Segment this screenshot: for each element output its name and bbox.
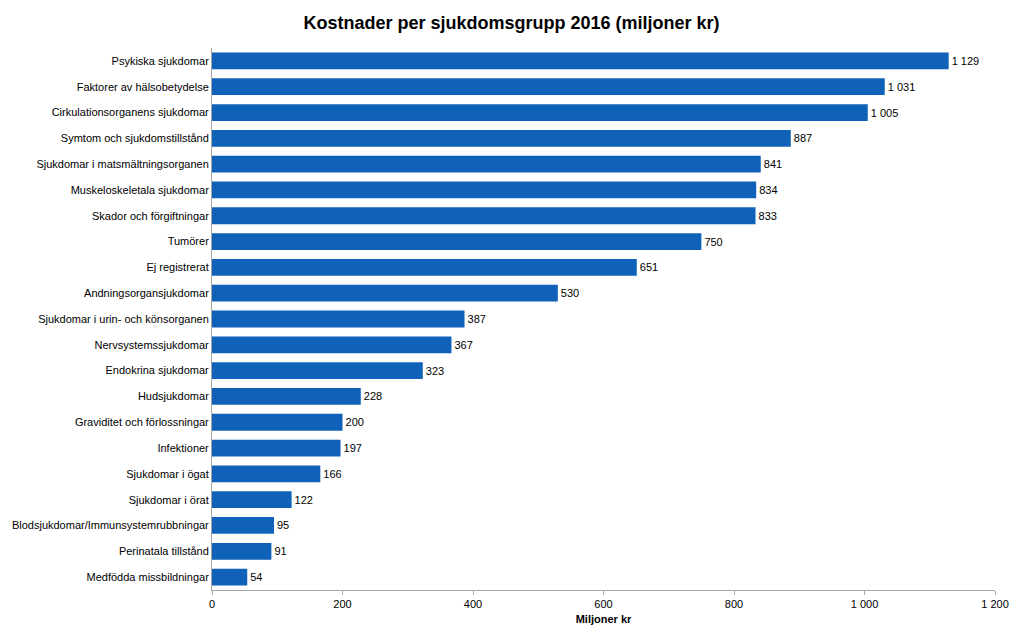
svg-text:600: 600 <box>594 598 612 610</box>
svg-text:1 005: 1 005 <box>871 107 899 119</box>
svg-text:Medfödda missbildningar: Medfödda missbildningar <box>87 571 210 583</box>
svg-text:Cirkulationsorganens sjukdomar: Cirkulationsorganens sjukdomar <box>52 106 209 118</box>
svg-text:197: 197 <box>344 442 362 454</box>
svg-text:Graviditet och förlossningar: Graviditet och förlossningar <box>75 416 209 428</box>
svg-text:200: 200 <box>346 416 364 428</box>
svg-text:387: 387 <box>468 313 486 325</box>
svg-text:200: 200 <box>333 598 351 610</box>
svg-text:530: 530 <box>561 287 579 299</box>
svg-text:750: 750 <box>704 236 722 248</box>
svg-text:1 031: 1 031 <box>888 81 916 93</box>
svg-text:887: 887 <box>794 132 812 144</box>
svg-text:Skador och förgiftningar: Skador och förgiftningar <box>92 210 209 222</box>
svg-text:1 000: 1 000 <box>851 598 879 610</box>
svg-text:Blodsjukdomar/Immunsystemrubbn: Blodsjukdomar/Immunsystemrubbningar <box>12 519 209 531</box>
svg-text:Faktorer av hälsobetydelse: Faktorer av hälsobetydelse <box>77 81 209 93</box>
svg-text:Miljoner kr: Miljoner kr <box>576 613 632 625</box>
svg-text:Endokrina sjukdomar: Endokrina sjukdomar <box>105 364 209 376</box>
svg-text:Sjukdomar i urin- och könsorga: Sjukdomar i urin- och könsorganen <box>38 313 209 325</box>
svg-text:800: 800 <box>725 598 743 610</box>
svg-text:122: 122 <box>295 494 313 506</box>
svg-text:228: 228 <box>364 390 382 402</box>
svg-text:Andningsorgansjukdomar: Andningsorgansjukdomar <box>84 287 209 299</box>
svg-text:841: 841 <box>764 158 782 170</box>
svg-text:833: 833 <box>759 210 777 222</box>
svg-text:Psykiska sjukdomar: Psykiska sjukdomar <box>112 55 210 67</box>
svg-text:834: 834 <box>759 184 777 196</box>
svg-text:Sjukdomar i ögat: Sjukdomar i ögat <box>126 468 209 480</box>
svg-text:1 129: 1 129 <box>952 55 980 67</box>
svg-text:0: 0 <box>209 598 215 610</box>
svg-text:367: 367 <box>454 339 472 351</box>
svg-text:Sjukdomar i matsmältningsorgan: Sjukdomar i matsmältningsorganen <box>36 158 208 170</box>
svg-text:Perinatala tillstånd: Perinatala tillstånd <box>119 545 209 557</box>
svg-text:166: 166 <box>323 468 341 480</box>
svg-text:323: 323 <box>426 365 444 377</box>
svg-text:Hudsjukdomar: Hudsjukdomar <box>138 390 209 402</box>
svg-text:Muskeloskeletala sjukdomar: Muskeloskeletala sjukdomar <box>71 184 210 196</box>
svg-text:54: 54 <box>250 571 262 583</box>
svg-text:1 200: 1 200 <box>981 598 1009 610</box>
svg-text:Symtom och sjukdomstillstånd: Symtom och sjukdomstillstånd <box>61 132 209 144</box>
svg-text:400: 400 <box>464 598 482 610</box>
svg-text:Infektioner: Infektioner <box>157 442 209 454</box>
svg-text:Tumörer: Tumörer <box>168 235 209 247</box>
svg-text:91: 91 <box>274 545 286 557</box>
svg-text:95: 95 <box>277 519 289 531</box>
svg-text:Kostnader per sjukdomsgrupp 20: Kostnader per sjukdomsgrupp 2016 (miljon… <box>303 13 719 33</box>
svg-text:Nervsystemssjukdomar: Nervsystemssjukdomar <box>94 339 209 351</box>
svg-text:Sjukdomar i örat: Sjukdomar i örat <box>129 494 209 506</box>
svg-text:651: 651 <box>640 261 658 273</box>
svg-text:Ej registrerat: Ej registrerat <box>146 261 208 273</box>
